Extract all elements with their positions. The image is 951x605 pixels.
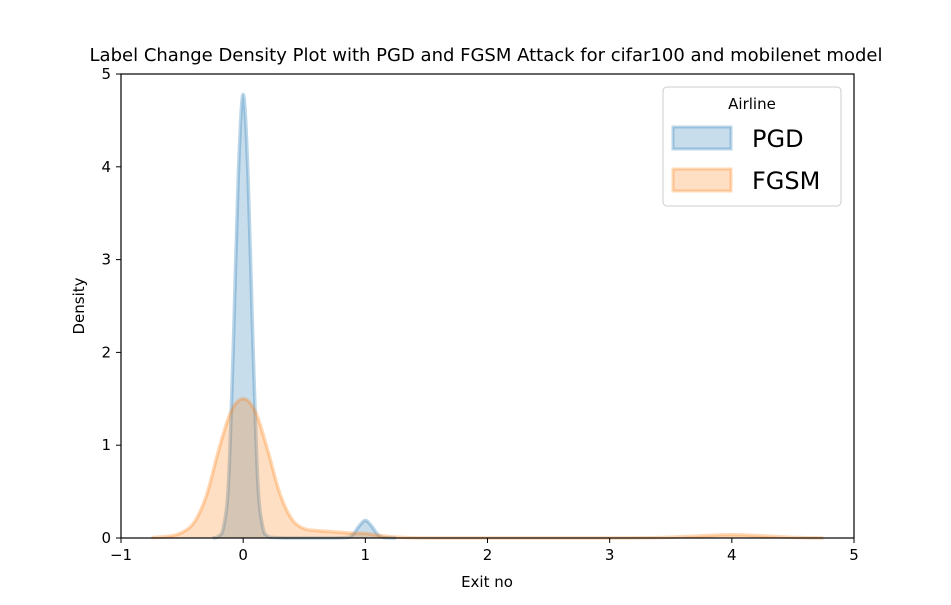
- density-area-fgsm: [151, 398, 824, 538]
- y-tick-label: 0: [101, 529, 111, 547]
- legend-label-pgd: PGD: [752, 125, 804, 153]
- legend-label-fgsm: FGSM: [752, 167, 820, 195]
- density-line-pgd: [212, 92, 396, 540]
- legend-box: [662, 86, 842, 207]
- y-tick-label: 4: [101, 158, 111, 176]
- y-tick-label: 2: [101, 343, 111, 361]
- x-axis: −1 0 1 2 3 4 5: [110, 538, 859, 564]
- x-tick-label: −1: [110, 546, 132, 564]
- x-tick-label: 3: [605, 546, 615, 564]
- y-tick-label: 5: [101, 65, 111, 83]
- series-layer: [151, 92, 824, 540]
- legend-title: Airline: [728, 95, 776, 113]
- density-area-pgd: [212, 94, 396, 539]
- y-tick-label: 3: [101, 251, 111, 269]
- x-tick-label: 1: [361, 546, 371, 564]
- legend: Airline PGD FGSM: [662, 86, 842, 207]
- legend-swatch-pgd: [671, 125, 733, 151]
- y-axis-title: Density: [70, 277, 88, 334]
- x-tick-label: 5: [849, 546, 859, 564]
- x-tick-label: 4: [727, 546, 737, 564]
- x-tick-label: 2: [483, 546, 493, 564]
- y-tick-label: 1: [101, 436, 111, 454]
- legend-swatch-fgsm: [671, 167, 733, 193]
- y-axis: 0 1 2 3 4 5: [101, 65, 121, 547]
- density-line-fgsm: [151, 397, 824, 540]
- x-tick-label: 0: [238, 546, 248, 564]
- chart-title: Label Change Density Plot with PGD and F…: [90, 45, 883, 66]
- x-axis-title: Exit no: [461, 573, 513, 591]
